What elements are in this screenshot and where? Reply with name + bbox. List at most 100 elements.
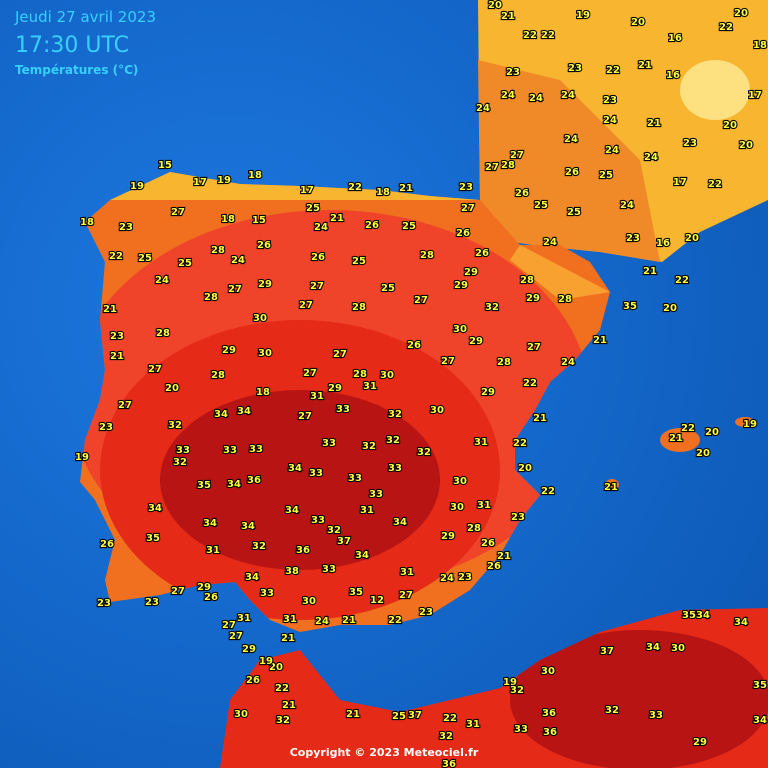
temperature-label: 15 (158, 160, 172, 171)
temperature-label: 34 (214, 409, 228, 420)
temperature-label: 21 (501, 11, 515, 22)
temperature-label: 35 (623, 301, 637, 312)
temperature-label: 16 (668, 33, 682, 44)
temperature-label: 28 (204, 292, 218, 303)
temperature-label: 36 (542, 708, 556, 719)
temperature-label: 24 (314, 222, 328, 233)
temperature-label: 34 (245, 572, 259, 583)
temperature-label: 27 (527, 342, 541, 353)
temperature-label: 33 (260, 588, 274, 599)
temperature-label: 26 (481, 538, 495, 549)
temperature-label: 22 (443, 713, 457, 724)
temperature-label: 22 (348, 182, 362, 193)
temperature-label: 34 (241, 521, 255, 532)
copyright: Copyright © 2023 Meteociel.fr (290, 746, 479, 759)
temperature-label: 24 (644, 152, 658, 163)
temperature-label: 25 (402, 221, 416, 232)
temperature-label: 24 (501, 90, 515, 101)
temperature-label: 23 (97, 598, 111, 609)
temperature-label: 21 (533, 413, 547, 424)
temperature-label: 22 (109, 251, 123, 262)
temperature-label: 37 (600, 646, 614, 657)
temperature-label: 28 (211, 370, 225, 381)
temperature-label: 17 (748, 90, 762, 101)
temperature-label: 32 (386, 435, 400, 446)
temperature-label: 28 (520, 275, 534, 286)
temperature-label: 30 (453, 324, 467, 335)
temperature-label: 24 (603, 115, 617, 126)
temperature-label: 32 (605, 705, 619, 716)
temperature-label: 21 (282, 700, 296, 711)
temperature-label: 33 (514, 724, 528, 735)
temperature-label: 17 (673, 177, 687, 188)
temperature-label: 24 (564, 134, 578, 145)
temperature-label: 27 (118, 400, 132, 411)
temperature-label: 30 (671, 643, 685, 654)
france-warm (478, 60, 660, 262)
temperature-label: 36 (296, 545, 310, 556)
temperature-label: 30 (450, 502, 464, 513)
africa-hot (510, 630, 768, 768)
time: 17:30 UTC (15, 33, 129, 58)
temperature-label: 28 (211, 245, 225, 256)
temperature-label: 12 (370, 595, 384, 606)
temperature-label: 31 (400, 567, 414, 578)
temperature-label: 27 (310, 281, 324, 292)
temperature-label: 34 (753, 715, 767, 726)
temperature-label: 36 (442, 759, 456, 768)
temperature-label: 29 (258, 279, 272, 290)
temperature-label: 19 (75, 452, 89, 463)
mallorca (660, 428, 700, 452)
temperature-label: 20 (723, 120, 737, 131)
temperature-label: 16 (656, 238, 670, 249)
temperature-label: 31 (477, 500, 491, 511)
temperature-label: 20 (685, 233, 699, 244)
temperature-label: 27 (333, 349, 347, 360)
temperature-label: 27 (298, 411, 312, 422)
temperature-label: 21 (330, 213, 344, 224)
temperature-label: 30 (453, 476, 467, 487)
temperature-label: 18 (753, 40, 767, 51)
temperature-label: 22 (606, 65, 620, 76)
temperature-label: 20 (518, 463, 532, 474)
temperature-label: 17 (193, 177, 207, 188)
temperature-label: 31 (310, 391, 324, 402)
temperature-label: 37 (337, 536, 351, 547)
temperature-label: 20 (269, 662, 283, 673)
temperature-label: 32 (485, 302, 499, 313)
temperature-label: 31 (360, 505, 374, 516)
temperature-label: 18 (221, 214, 235, 225)
temperature-label: 35 (197, 480, 211, 491)
temperature-label: 34 (734, 617, 748, 628)
ibiza (605, 479, 619, 491)
temperature-label: 20 (165, 383, 179, 394)
temperature-label: 29 (464, 267, 478, 278)
temperature-label: 28 (353, 369, 367, 380)
temperature-label: 34 (237, 406, 251, 417)
temperature-label: 33 (348, 473, 362, 484)
temperature-label: 24 (620, 200, 634, 211)
france-cool (680, 60, 750, 120)
temperature-label: 33 (309, 468, 323, 479)
temperature-label: 19 (259, 656, 273, 667)
menorca (735, 417, 755, 427)
temperature-label: 26 (515, 188, 529, 199)
temperature-label: 33 (649, 710, 663, 721)
temperature-label: 24 (529, 93, 543, 104)
temperature-label: 25 (392, 711, 406, 722)
temperature-label: 16 (666, 70, 680, 81)
temperature-label: 32 (173, 457, 187, 468)
temperature-label: 19 (130, 181, 144, 192)
temperature-label: 26 (565, 167, 579, 178)
temperature-label: 23 (511, 512, 525, 523)
temperature-label: 35 (753, 680, 767, 691)
temperature-label: 21 (399, 183, 413, 194)
parameter: Températures (°C) (15, 63, 138, 77)
temperature-label: 19 (503, 677, 517, 688)
temperature-label: 27 (510, 150, 524, 161)
temperature-label: 20 (739, 140, 753, 151)
temperature-label: 32 (252, 541, 266, 552)
temperature-label: 18 (256, 387, 270, 398)
temperature-label: 22 (675, 275, 689, 286)
